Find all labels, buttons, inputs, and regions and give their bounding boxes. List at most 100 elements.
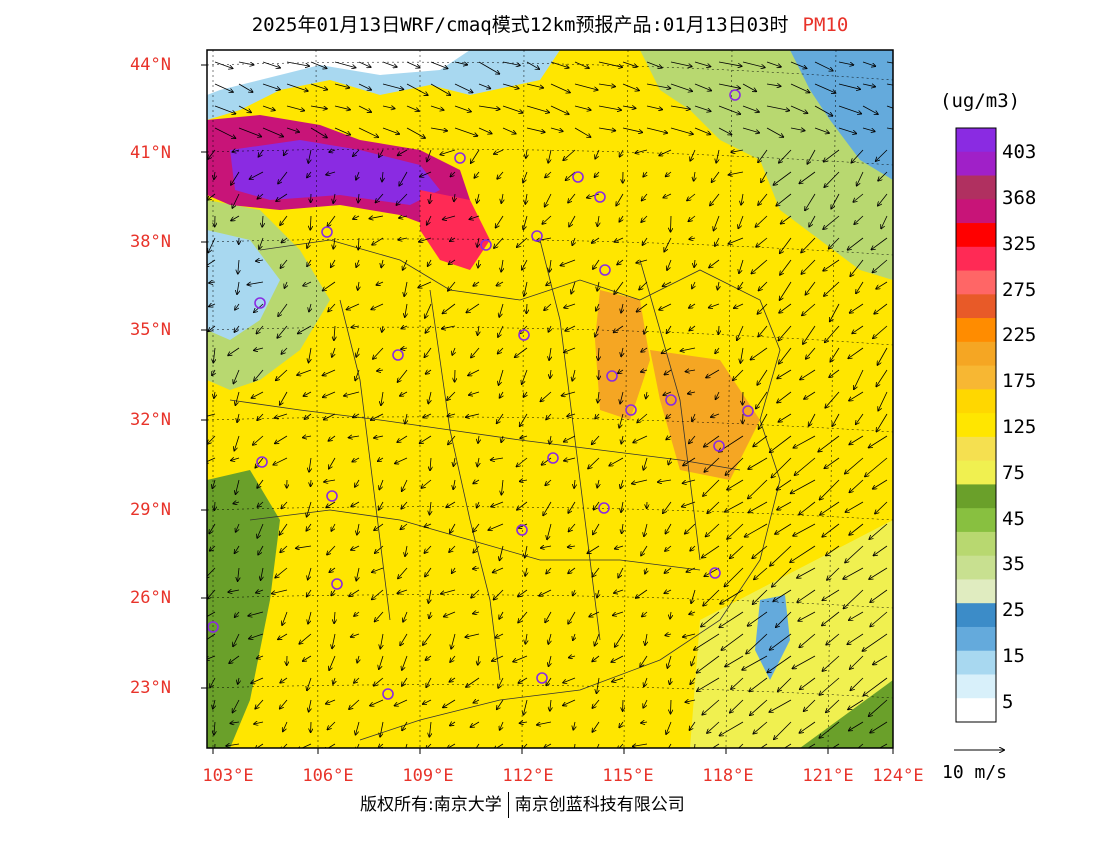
wind-arrow bbox=[449, 545, 456, 552]
wind-arrow bbox=[663, 281, 672, 286]
wind-arrow bbox=[820, 479, 840, 500]
wind-arrow bbox=[257, 193, 264, 199]
wind-arrow bbox=[399, 216, 408, 218]
wind-arrow bbox=[403, 611, 408, 622]
wind-arrow bbox=[689, 325, 696, 331]
wind-arrow bbox=[724, 567, 744, 587]
wind-arrow bbox=[228, 590, 240, 592]
legend-color-box bbox=[956, 341, 996, 366]
wind-arrow bbox=[838, 105, 861, 114]
wind-arrow bbox=[622, 61, 637, 67]
legend-color-box bbox=[956, 698, 996, 723]
wind-arrow bbox=[873, 655, 888, 665]
wind-arrow bbox=[694, 83, 711, 91]
wind-arrow bbox=[740, 347, 743, 363]
wind-arrow bbox=[548, 325, 551, 332]
legend-color-box bbox=[956, 246, 996, 271]
wind-arrow bbox=[426, 743, 432, 748]
wind-arrow bbox=[405, 545, 407, 556]
wind-arrow bbox=[666, 436, 672, 440]
lon-label: 112°E bbox=[502, 766, 554, 786]
wind-arrow bbox=[448, 281, 456, 291]
wind-arrow bbox=[597, 281, 599, 291]
wind-arrow bbox=[276, 193, 288, 201]
wind-arrow bbox=[878, 391, 888, 411]
wind-arrow bbox=[296, 546, 312, 548]
wind-arrow bbox=[430, 457, 431, 470]
wind-arrow bbox=[832, 413, 840, 426]
wind-arrow bbox=[351, 545, 360, 550]
wind-arrow bbox=[501, 479, 503, 495]
wind-arrow bbox=[715, 237, 720, 246]
wind-arrow bbox=[643, 457, 648, 470]
wind-arrow bbox=[595, 413, 599, 419]
wind-arrow bbox=[497, 171, 504, 179]
wind-arrow bbox=[807, 149, 816, 164]
wind-arrow bbox=[443, 215, 456, 220]
wind-arrow bbox=[518, 677, 528, 683]
wind-arrow bbox=[642, 237, 648, 245]
wind-arrow bbox=[255, 743, 264, 748]
wind-arrow bbox=[827, 567, 840, 580]
wind-arrow bbox=[597, 677, 600, 693]
wind-arrow bbox=[237, 281, 239, 294]
wind-arrow bbox=[498, 677, 504, 688]
wind-arrow bbox=[745, 523, 768, 537]
wind-arrow bbox=[473, 700, 480, 703]
wind-arrow bbox=[622, 127, 642, 132]
wind-arrow bbox=[870, 721, 888, 733]
wind-arrow bbox=[500, 545, 504, 560]
wind-arrow bbox=[666, 721, 672, 734]
wind-arrow bbox=[663, 193, 672, 198]
wind-arrow bbox=[791, 479, 816, 493]
wind-arrow bbox=[544, 303, 552, 310]
wind-arrow bbox=[849, 721, 864, 731]
wind-arrow bbox=[759, 413, 768, 429]
wind-arrow bbox=[402, 655, 408, 670]
wind-arrow bbox=[752, 545, 768, 558]
wind-arrow bbox=[398, 238, 408, 240]
wind-arrow bbox=[248, 611, 264, 616]
wind-arrow bbox=[718, 83, 740, 88]
wind-arrow bbox=[276, 369, 288, 380]
wind-arrow bbox=[331, 589, 335, 596]
wind-arrow bbox=[326, 699, 336, 704]
wind-arrow bbox=[758, 325, 768, 337]
wind-arrow bbox=[805, 281, 816, 295]
wind-arrow bbox=[523, 699, 528, 715]
title-main: 2025年01月13日WRF/cmaq模式12km预报产品:01月13日03时 bbox=[251, 14, 789, 36]
wind-arrow bbox=[328, 435, 336, 441]
wind-arrow bbox=[779, 149, 792, 163]
wind-arrow bbox=[502, 83, 519, 89]
wind-arrow bbox=[425, 325, 432, 333]
wind-arrow bbox=[641, 347, 648, 352]
wind-arrow bbox=[286, 105, 304, 111]
legend-color-box bbox=[956, 128, 996, 153]
wind-arrow bbox=[496, 215, 504, 228]
wind-arrow bbox=[729, 171, 744, 175]
wind-arrow bbox=[687, 193, 696, 201]
wind-arrow bbox=[856, 413, 864, 424]
wind-arrow bbox=[596, 303, 599, 311]
wind-arrow bbox=[881, 215, 888, 229]
wind-arrow bbox=[259, 237, 264, 249]
wind-arrow bbox=[281, 347, 288, 354]
wind-arrow bbox=[452, 567, 455, 573]
wind-arrow bbox=[307, 237, 312, 248]
wind-arrow bbox=[540, 391, 552, 401]
wind-arrow bbox=[466, 303, 480, 313]
wind-arrow bbox=[574, 479, 575, 488]
wind-arrow bbox=[334, 127, 350, 135]
wind-arrow bbox=[715, 347, 719, 353]
wind-arrow bbox=[333, 677, 335, 684]
wind-arrow bbox=[235, 611, 240, 617]
wind-arrow bbox=[212, 369, 215, 375]
wind-arrow bbox=[756, 237, 768, 247]
wind-arrow bbox=[517, 237, 528, 247]
legend-color-box bbox=[956, 531, 996, 557]
wind-arrow bbox=[843, 567, 864, 579]
wind-arrow bbox=[425, 567, 432, 577]
wind-arrow bbox=[641, 215, 648, 222]
wind-arrow bbox=[498, 347, 504, 354]
